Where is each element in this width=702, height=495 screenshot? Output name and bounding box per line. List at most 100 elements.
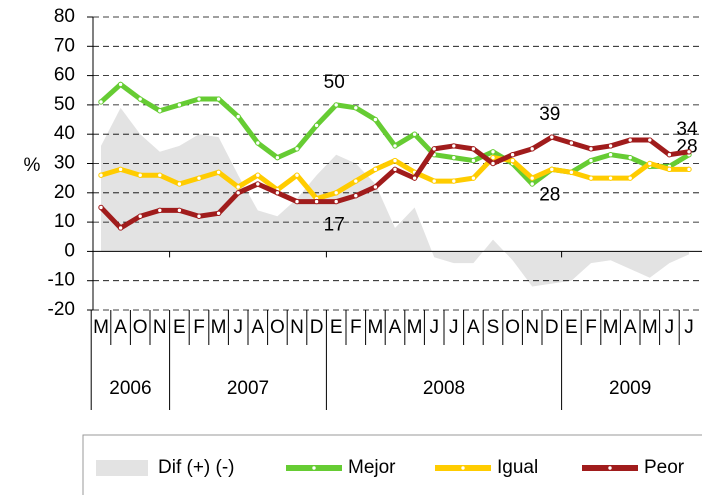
marker [137,172,143,178]
y-tick-label: 70 [54,35,75,56]
marker [431,178,437,184]
marker [490,160,496,167]
marker [196,213,202,219]
marker [392,166,398,173]
marker [431,146,437,152]
marker [607,152,614,158]
marker [588,146,594,152]
x-tick-label: D [545,317,559,338]
marker [647,160,653,167]
x-tick-label: N [525,317,539,338]
x-tick-label: J [449,317,459,338]
marker [549,166,555,173]
marker [490,154,496,161]
x-tick-label: M [603,317,619,338]
marker [666,152,673,158]
x-tick-label: F [585,317,597,338]
marker [215,169,222,175]
x-tick-label: N [290,317,304,338]
y-tick-label: -20 [48,299,75,320]
marker [392,157,398,164]
marker [176,181,183,187]
marker [117,166,124,173]
legend-label: Peor [644,457,685,478]
marker [313,198,320,205]
x-tick-label: M [367,317,383,338]
marker [196,175,202,181]
data-label: 50 [324,72,345,93]
y-tick-label: 80 [54,6,75,27]
x-tick-label: A [389,317,402,338]
marker [372,116,379,123]
marker [196,96,202,102]
x-tick-label: O [133,317,148,338]
marker [294,172,300,178]
marker [392,143,398,149]
marker [215,210,222,217]
x-tick-label: A [467,317,480,338]
x-tick-label: E [565,317,578,338]
legend-marker [607,465,613,471]
marker [274,190,281,196]
year-label: 2007 [227,378,269,399]
marker [647,137,653,143]
x-tick-label: M [211,317,227,338]
marker [98,204,104,211]
legend-swatch [96,460,148,476]
marker [686,166,692,173]
marker [137,213,143,219]
x-tick-label: N [153,317,167,338]
marker [176,102,183,108]
y-tick-label: -10 [48,270,75,291]
marker [568,140,575,146]
x-tick-label: M [642,317,658,338]
legend-marker [311,465,317,471]
marker [157,207,163,214]
x-tick-label: F [193,317,205,338]
marker [686,149,692,155]
marker [255,181,261,187]
marker [255,140,261,146]
marker [235,113,241,120]
marker [353,178,359,184]
y-axis-label: % [24,155,41,176]
marker [568,169,575,175]
marker [274,154,281,161]
y-tick-label: 20 [54,182,75,203]
marker [215,96,222,102]
year-label: 2006 [109,378,151,399]
marker [470,157,477,164]
y-tick-label: 50 [54,94,75,115]
marker [98,99,104,105]
marker [451,143,457,149]
marker [98,172,104,178]
data-label: 39 [539,104,560,125]
marker [176,207,183,214]
x-tick-label: E [173,317,186,338]
data-label: 34 [676,119,698,140]
x-tick-label: M [407,317,423,338]
marker [470,175,477,181]
marker [117,225,124,231]
marker [588,175,594,181]
marker [627,137,633,143]
marker [529,181,535,187]
marker [451,154,457,161]
marker [294,198,300,205]
marker [529,175,535,181]
marker [451,178,457,184]
marker [333,102,339,108]
marker [313,122,320,129]
x-tick-label: J [684,317,694,338]
marker [529,146,535,152]
difference-area [101,107,689,287]
x-tick-label: A [114,317,127,338]
y-tick-label: 10 [54,211,75,232]
x-tick-label: O [270,317,285,338]
marker [549,134,555,140]
marker [157,108,163,114]
marker [117,81,124,88]
marker [235,184,241,190]
x-tick-label: E [330,317,343,338]
data-label: 28 [539,184,560,205]
